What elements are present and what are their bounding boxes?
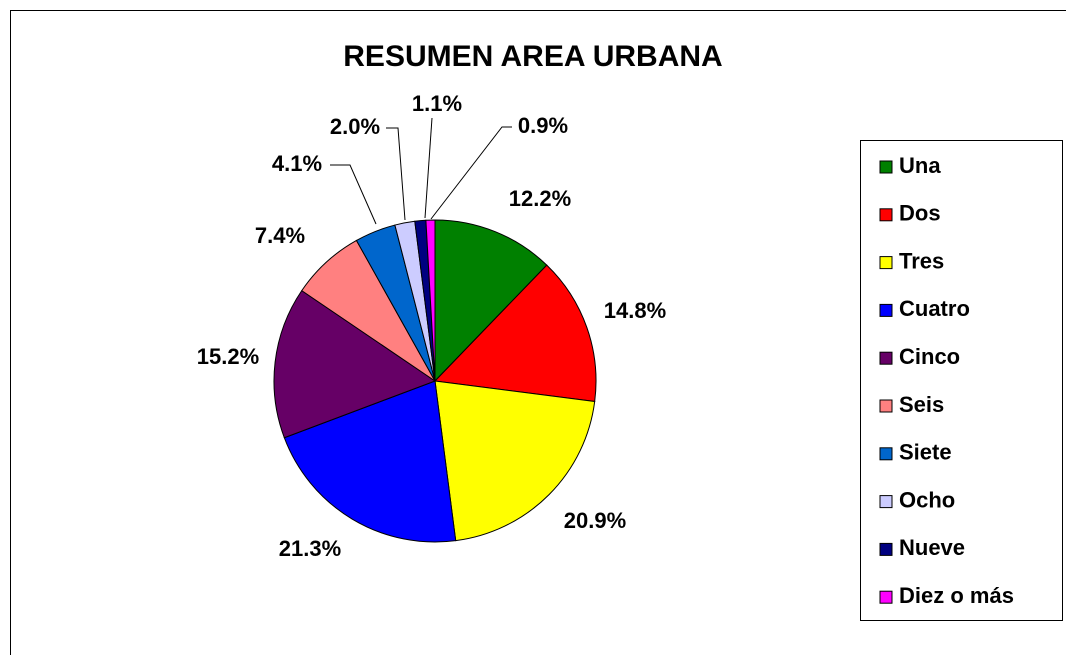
legend-swatch bbox=[879, 495, 893, 509]
data-label: 15.2% bbox=[197, 344, 259, 369]
chart-title: RESUMEN AREA URBANA bbox=[343, 40, 722, 73]
legend-label: Ocho bbox=[899, 487, 955, 512]
legend-label: Seis bbox=[899, 392, 944, 417]
legend-swatch bbox=[879, 303, 893, 317]
data-label: 12.2% bbox=[509, 186, 571, 211]
legend-swatch bbox=[879, 590, 893, 604]
data-label: 7.4% bbox=[255, 223, 305, 248]
data-label: 21.3% bbox=[279, 536, 341, 561]
legend-label: Siete bbox=[899, 440, 952, 465]
pie-slice bbox=[425, 219, 436, 382]
legend-label: Dos bbox=[899, 201, 941, 226]
legend-swatch bbox=[879, 399, 893, 413]
legend-swatch bbox=[879, 208, 893, 222]
legend-label: Tres bbox=[899, 248, 944, 273]
pie-slice bbox=[273, 289, 437, 439]
data-label: 14.8% bbox=[604, 298, 666, 323]
leader-line bbox=[424, 117, 433, 219]
legend-label: Cuatro bbox=[899, 296, 970, 321]
legend-box bbox=[860, 140, 1063, 621]
data-label: 4.1% bbox=[272, 151, 322, 176]
legend-swatch bbox=[879, 351, 893, 365]
pie-slice bbox=[283, 380, 457, 543]
leader-line bbox=[386, 127, 406, 221]
legend-label: Nueve bbox=[899, 535, 965, 560]
pie-slice bbox=[434, 380, 596, 542]
legend-label: Una bbox=[899, 153, 941, 178]
data-label: 0.9% bbox=[518, 113, 568, 138]
leader-line bbox=[430, 126, 512, 220]
data-label: 2.0% bbox=[330, 114, 380, 139]
legend-label: Cinco bbox=[899, 344, 960, 369]
pie-slice bbox=[434, 219, 548, 383]
leader-line bbox=[330, 164, 377, 225]
pie-slice bbox=[433, 264, 597, 403]
legend-swatch bbox=[879, 256, 893, 270]
data-label: 1.1% bbox=[412, 91, 462, 116]
legend-swatch bbox=[879, 542, 893, 556]
legend-swatch bbox=[879, 447, 893, 461]
legend-label: Diez o más bbox=[899, 583, 1014, 608]
data-label: 20.9% bbox=[564, 508, 626, 533]
legend-swatch bbox=[879, 160, 893, 174]
